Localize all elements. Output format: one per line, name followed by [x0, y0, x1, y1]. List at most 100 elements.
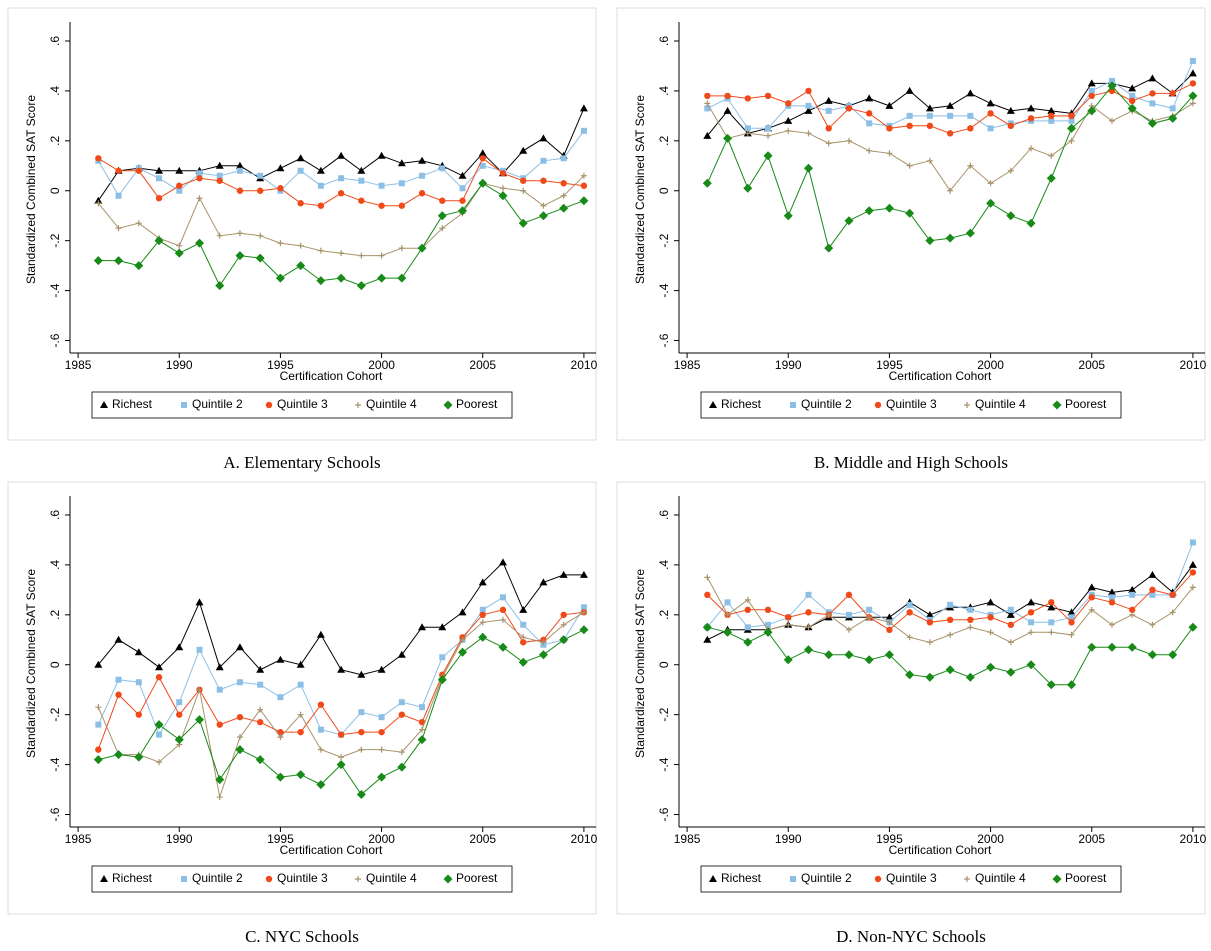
- data-point: [805, 609, 812, 616]
- data-point: [560, 180, 567, 187]
- data-point: [1067, 680, 1077, 690]
- legend-box: [91, 391, 513, 419]
- data-point: [378, 728, 385, 736]
- legend-marker: [709, 401, 717, 408]
- x-tick-label: 1985: [674, 832, 701, 846]
- x-tick-label: 2000: [368, 358, 395, 372]
- data-point: [884, 650, 894, 660]
- data-point: [1068, 619, 1075, 626]
- data-point: [785, 621, 792, 628]
- data-point: [1107, 588, 1116, 596]
- panel-frame: [7, 481, 597, 915]
- legend-label: Richest: [112, 397, 153, 411]
- data-point: [1067, 123, 1077, 133]
- data-point: [95, 704, 102, 711]
- data-point: [926, 122, 934, 130]
- data-point: [236, 167, 243, 174]
- y-axis-title: Standardized Combined SAT Score: [24, 95, 38, 284]
- data-point: [886, 619, 893, 626]
- data-point: [886, 626, 893, 634]
- data-point: [580, 609, 587, 616]
- data-point: [986, 662, 996, 672]
- data-point: [95, 155, 102, 162]
- data-point: [337, 151, 346, 159]
- data-point: [965, 228, 975, 238]
- x-tick-label: 2010: [571, 832, 598, 846]
- data-point: [156, 175, 163, 182]
- y-tick-label: .2: [657, 609, 671, 619]
- x-axis-title: Certification Cohort: [889, 369, 992, 383]
- x-tick-label: 2010: [1180, 358, 1207, 372]
- data-point: [1048, 117, 1055, 124]
- data-point: [1147, 118, 1157, 128]
- data-point: [417, 243, 427, 253]
- data-point: [134, 752, 144, 762]
- data-point: [702, 178, 712, 188]
- data-point: [115, 225, 122, 232]
- data-point: [297, 242, 304, 249]
- data-point: [1068, 117, 1075, 124]
- legend-label: Quintile 2: [192, 397, 243, 411]
- data-point: [176, 699, 183, 706]
- data-point: [886, 125, 893, 132]
- data-point: [398, 180, 405, 187]
- data-point: [499, 606, 507, 614]
- data-point: [1048, 112, 1055, 120]
- data-point: [377, 273, 387, 283]
- y-tick-label: -.6: [657, 807, 671, 821]
- data-point: [865, 110, 873, 117]
- data-point: [196, 175, 203, 182]
- data-point: [297, 728, 304, 736]
- data-point: [398, 749, 405, 756]
- data-point: [336, 273, 346, 283]
- data-point: [967, 112, 974, 119]
- x-tick-label: 1990: [166, 358, 193, 372]
- data-point: [356, 790, 366, 800]
- data-point: [1087, 583, 1096, 591]
- data-point: [805, 624, 812, 631]
- data-point: [176, 242, 183, 249]
- x-tick-label: 1995: [876, 358, 903, 372]
- data-point: [538, 211, 548, 221]
- data-point: [275, 772, 285, 782]
- data-point: [95, 200, 102, 207]
- legend-marker: [443, 400, 453, 410]
- data-point: [154, 236, 164, 246]
- data-point: [1108, 621, 1115, 628]
- legend-marker: [265, 401, 273, 409]
- data-point: [1046, 680, 1056, 690]
- legend-label: Quintile 4: [975, 397, 1026, 411]
- data-point: [397, 273, 407, 283]
- legend-marker: [265, 875, 273, 883]
- data-point: [397, 650, 406, 658]
- x-tick-label: 1985: [65, 358, 92, 372]
- data-point: [377, 772, 387, 782]
- data-point: [499, 616, 506, 623]
- x-axis-title: Certification Cohort: [889, 843, 992, 857]
- data-point: [1007, 621, 1015, 629]
- data-point: [1006, 211, 1016, 221]
- data-point: [947, 187, 954, 194]
- data-point: [844, 216, 854, 226]
- data-point: [520, 639, 527, 646]
- data-point: [1007, 606, 1014, 613]
- data-point: [276, 655, 285, 663]
- data-point: [115, 192, 122, 199]
- data-point: [317, 202, 325, 209]
- data-point: [358, 746, 365, 753]
- data-point: [825, 140, 832, 147]
- data-point: [906, 634, 913, 641]
- data-point: [235, 161, 244, 169]
- data-point: [256, 718, 264, 726]
- data-point: [704, 105, 711, 112]
- data-point: [458, 171, 467, 179]
- data-point: [1027, 104, 1036, 112]
- data-point: [864, 206, 874, 216]
- y-tick-label: -.4: [48, 283, 62, 297]
- data-point: [1169, 591, 1176, 599]
- data-point: [1149, 591, 1156, 598]
- data-point: [478, 632, 488, 642]
- data-point: [518, 218, 528, 228]
- data-point: [866, 147, 873, 154]
